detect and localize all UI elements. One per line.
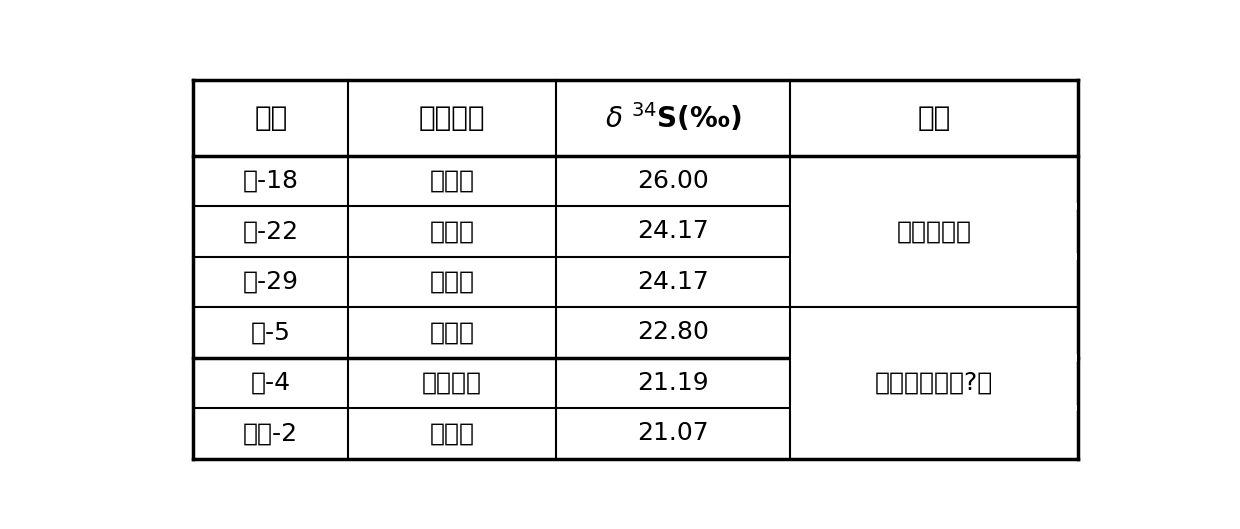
Bar <box>791 253 1076 260</box>
Text: 寒武纪海相: 寒武纪海相 <box>897 220 971 243</box>
Text: 石炭纪: 石炭纪 <box>429 169 475 193</box>
Text: 三叠纪: 三叠纪 <box>429 220 475 243</box>
Text: 24.17: 24.17 <box>637 220 709 243</box>
Bar <box>791 354 1076 361</box>
Text: 储层时代: 储层时代 <box>419 104 485 132</box>
Text: 沙-4: 沙-4 <box>250 371 291 395</box>
Text: 奥陶纪海相（?）: 奥陶纪海相（?） <box>874 371 993 395</box>
Text: 21.07: 21.07 <box>637 421 709 445</box>
Text: 22.80: 22.80 <box>637 321 709 344</box>
Text: $\delta\ ^{34}$S(‰): $\delta\ ^{34}$S(‰) <box>605 101 742 134</box>
Text: 来源: 来源 <box>918 104 951 132</box>
Text: 沙-29: 沙-29 <box>243 270 299 294</box>
Text: 沙-5: 沙-5 <box>250 321 290 344</box>
Text: 26.00: 26.00 <box>637 169 709 193</box>
Text: 沙-18: 沙-18 <box>243 169 299 193</box>
Bar <box>791 203 1076 209</box>
Text: 24.17: 24.17 <box>637 270 709 294</box>
Text: 井号: 井号 <box>254 104 288 132</box>
Text: 三叠纪: 三叠纪 <box>429 270 475 294</box>
Text: 21.19: 21.19 <box>637 371 709 395</box>
Text: 沙-22: 沙-22 <box>243 220 299 243</box>
Text: 沙参-2: 沙参-2 <box>243 421 299 445</box>
Text: 白垩纪: 白垩纪 <box>429 321 475 344</box>
Text: 新元古代: 新元古代 <box>422 371 482 395</box>
Bar <box>791 405 1076 412</box>
Text: 奥陶纪: 奥陶纪 <box>429 421 475 445</box>
